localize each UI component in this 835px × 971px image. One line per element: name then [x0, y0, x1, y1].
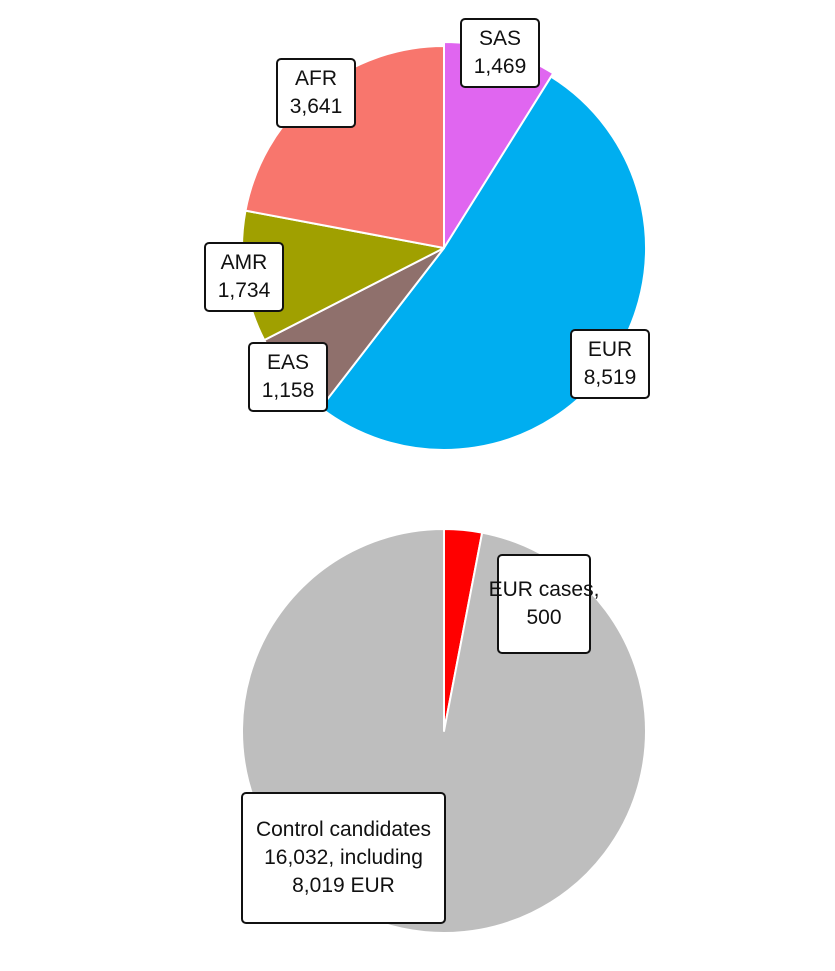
- label-eas-name: EAS: [266, 351, 310, 374]
- label-eur-cases: EUR cases, 500: [489, 554, 599, 654]
- label-eur-cases-name: EUR cases,: [488, 578, 600, 601]
- label-eur-name: EUR: [587, 338, 633, 361]
- label-amr-name: AMR: [220, 251, 268, 274]
- label-control-candidates: Control candidates 16,032, including 8,0…: [241, 792, 446, 924]
- label-sas: SAS 1,469: [460, 18, 540, 88]
- label-eas-value: 1,158: [261, 379, 315, 402]
- label-eur-value: 8,519: [583, 366, 637, 389]
- label-control-name: Control candidates: [255, 818, 432, 841]
- label-eur: EUR 8,519: [570, 329, 650, 399]
- label-control-extra: 8,019 EUR: [292, 874, 395, 897]
- label-sas-value: 1,469: [473, 55, 527, 78]
- label-amr: AMR 1,734: [204, 242, 284, 312]
- label-afr-name: AFR: [295, 67, 337, 90]
- label-afr-value: 3,641: [289, 95, 343, 118]
- label-eur-cases-value: 500: [526, 606, 562, 629]
- label-afr: AFR 3,641: [276, 58, 356, 128]
- label-sas-name: SAS: [478, 27, 522, 50]
- label-amr-value: 1,734: [217, 279, 271, 302]
- label-control-value: 16,032, including: [264, 846, 423, 869]
- label-eas: EAS 1,158: [248, 342, 328, 412]
